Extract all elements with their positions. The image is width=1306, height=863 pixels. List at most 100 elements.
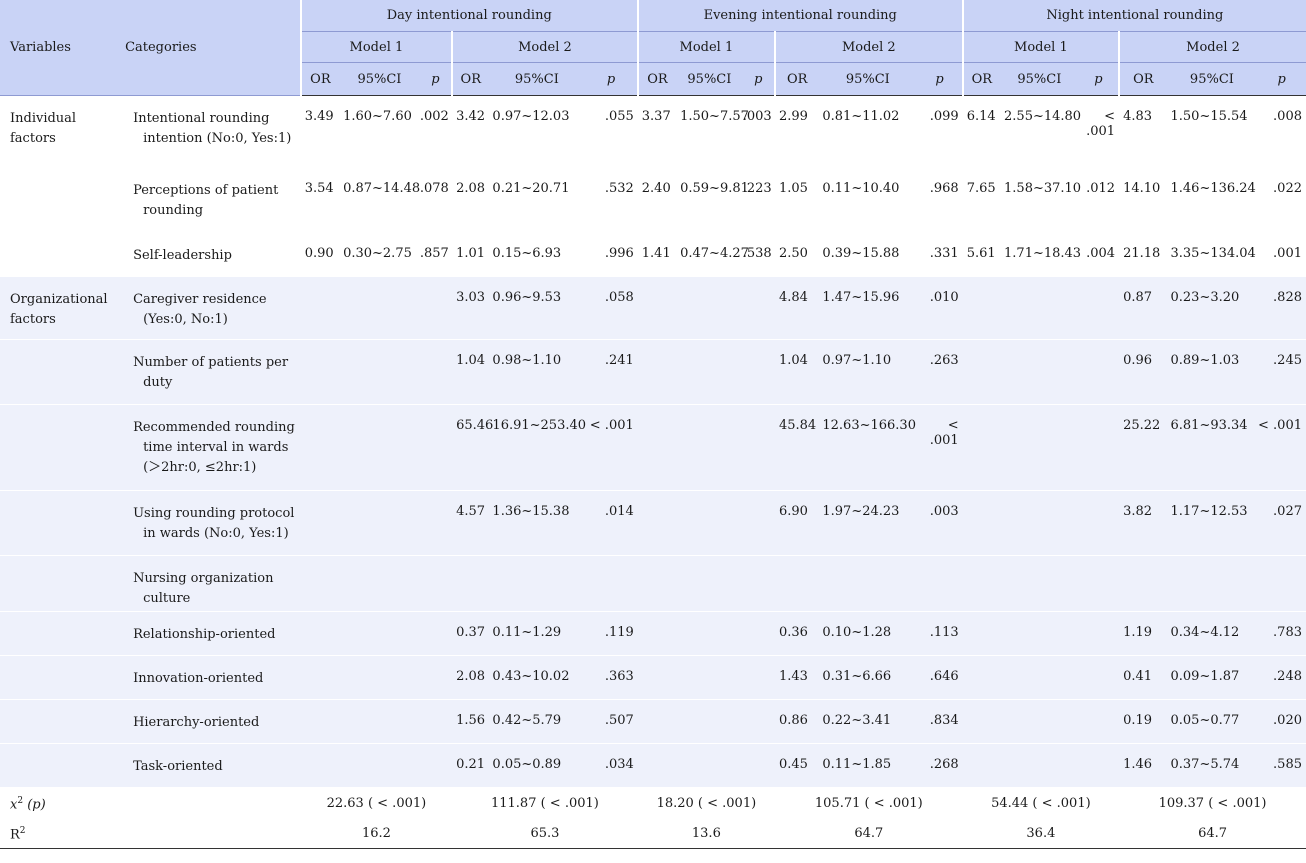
chi-square-value: 105.71 ( < .001) <box>774 787 963 818</box>
p-value: .263 <box>917 339 963 405</box>
p-value: .223 <box>742 167 775 233</box>
category-label: Intentional rounding intention (No:0, Ye… <box>133 111 292 146</box>
or-value: 3.42 <box>452 95 489 168</box>
or-value: 0.41 <box>1119 655 1167 700</box>
or-value <box>637 339 677 405</box>
p-value <box>742 404 775 491</box>
p-value: .055 <box>585 95 638 168</box>
ci-value: 0.11~1.29 <box>488 611 586 656</box>
ci-value <box>1000 490 1079 556</box>
p-value: .078 <box>419 167 453 233</box>
p-value: .996 <box>585 232 638 277</box>
ci-value: 1.50~15.54 <box>1166 95 1258 168</box>
p-value <box>419 655 453 700</box>
r-squared-value: 64.7 <box>774 818 963 849</box>
or-value: 2.50 <box>774 232 819 277</box>
or-value: 1.43 <box>774 655 819 700</box>
ci-value <box>676 655 743 700</box>
p-value <box>419 490 453 556</box>
variable-cell <box>0 404 118 491</box>
category-cell: Nursing organization culture <box>117 555 301 612</box>
ci-value: 0.30~2.75 <box>339 232 420 277</box>
ci-value: 0.97~1.10 <box>818 339 918 405</box>
header-day-model2: Model 2 <box>451 31 638 63</box>
category-label: Nursing organization culture <box>133 571 274 606</box>
chi-square-value: 18.20 ( < .001) <box>637 787 775 818</box>
chi-square-value: 111.87 ( < .001) <box>452 787 638 818</box>
p-value: .968 <box>917 167 963 233</box>
variable-cell <box>0 743 118 788</box>
p-value: .004 <box>1078 232 1120 277</box>
table-row: Organizational factors Caregiver residenc… <box>0 276 1306 340</box>
or-value: 0.19 <box>1119 699 1167 744</box>
ci-value: 0.23~3.20 <box>1166 276 1258 340</box>
ci-value <box>676 743 743 788</box>
p-value <box>419 743 453 788</box>
header-night-model2: Model 2 <box>1118 31 1306 63</box>
variable-cell: Individual factors <box>0 95 118 168</box>
header-evening-model1: Model 1 <box>636 31 775 63</box>
chi-square-value: 109.37 ( < .001) <box>1119 787 1306 818</box>
p-value <box>742 339 775 405</box>
ci-value: 0.11~10.40 <box>818 167 918 233</box>
or-value <box>637 655 677 700</box>
category-cell: Task-oriented <box>117 743 301 788</box>
header-day-model1: Model 1 <box>299 31 453 63</box>
p-value <box>419 699 453 744</box>
or-value <box>452 555 489 612</box>
ci-value: 0.98~1.10 <box>488 339 586 405</box>
or-value: 1.56 <box>452 699 489 744</box>
ci-value: 0.22~3.41 <box>818 699 918 744</box>
or-value <box>300 655 340 700</box>
variable-cell: Organizational factors <box>0 276 118 340</box>
table-row: Self-leadership 0.90 0.30~2.75.857 1.01 0.15… <box>0 232 1306 277</box>
or-value: 0.96 <box>1119 339 1167 405</box>
or-value: 7.65 <box>962 167 1001 233</box>
p-value: .646 <box>917 655 963 700</box>
category-cell: Number of patients per duty <box>117 339 301 405</box>
chi-square-value: 22.63 ( < .001) <box>300 787 453 818</box>
p-value <box>1078 339 1120 405</box>
or-value: 0.36 <box>774 611 819 656</box>
ci-value <box>488 555 586 612</box>
p-value <box>419 404 453 491</box>
or-value <box>300 490 340 556</box>
p-value <box>1257 555 1306 612</box>
or-value <box>637 743 677 788</box>
or-value: 3.54 <box>300 167 340 233</box>
p-value <box>1078 743 1120 788</box>
ci-value: 1.97~24.23 <box>818 490 918 556</box>
or-value <box>962 655 1001 700</box>
or-value: 14.10 <box>1119 167 1167 233</box>
or-value: 21.18 <box>1119 232 1167 277</box>
ci-value: 0.15~6.93 <box>488 232 586 277</box>
ci-value <box>339 276 420 340</box>
header-ci: 95%CI <box>1000 62 1079 96</box>
ci-value <box>339 655 420 700</box>
table-row: Nursing organization culture <box>0 555 1306 612</box>
ci-value <box>676 555 743 612</box>
ci-value: 0.47~4.27 <box>676 232 749 277</box>
category-cell: Self-leadership <box>117 232 301 277</box>
or-value: 25.22 <box>1119 404 1167 491</box>
header-night-rounding: Night intentional rounding <box>961 0 1306 32</box>
p-value: .828 <box>1257 276 1306 340</box>
ci-value: 12.63~166.30 <box>818 404 918 491</box>
p-value: .834 <box>917 699 963 744</box>
header-p: p <box>1078 62 1120 96</box>
header-day-rounding: Day intentional rounding <box>299 0 638 32</box>
header-variables: Variables <box>0 0 118 96</box>
or-value: 1.01 <box>452 232 489 277</box>
ci-value: 2.55~14.80 <box>1000 95 1081 168</box>
or-value <box>962 555 1001 612</box>
or-value <box>962 339 1001 405</box>
p-value <box>742 490 775 556</box>
variable-cell <box>0 339 118 405</box>
p-value: .857 <box>419 232 453 277</box>
category-cell: Caregiver residence (Yes:0, No:1) <box>117 276 301 340</box>
p-value <box>742 743 775 788</box>
header-ci: 95%CI <box>676 62 743 96</box>
chi-square-label: x2 (p) <box>0 787 118 818</box>
p-value: .058 <box>585 276 638 340</box>
table-row: Recommended rounding time interval in wa… <box>0 404 1306 491</box>
